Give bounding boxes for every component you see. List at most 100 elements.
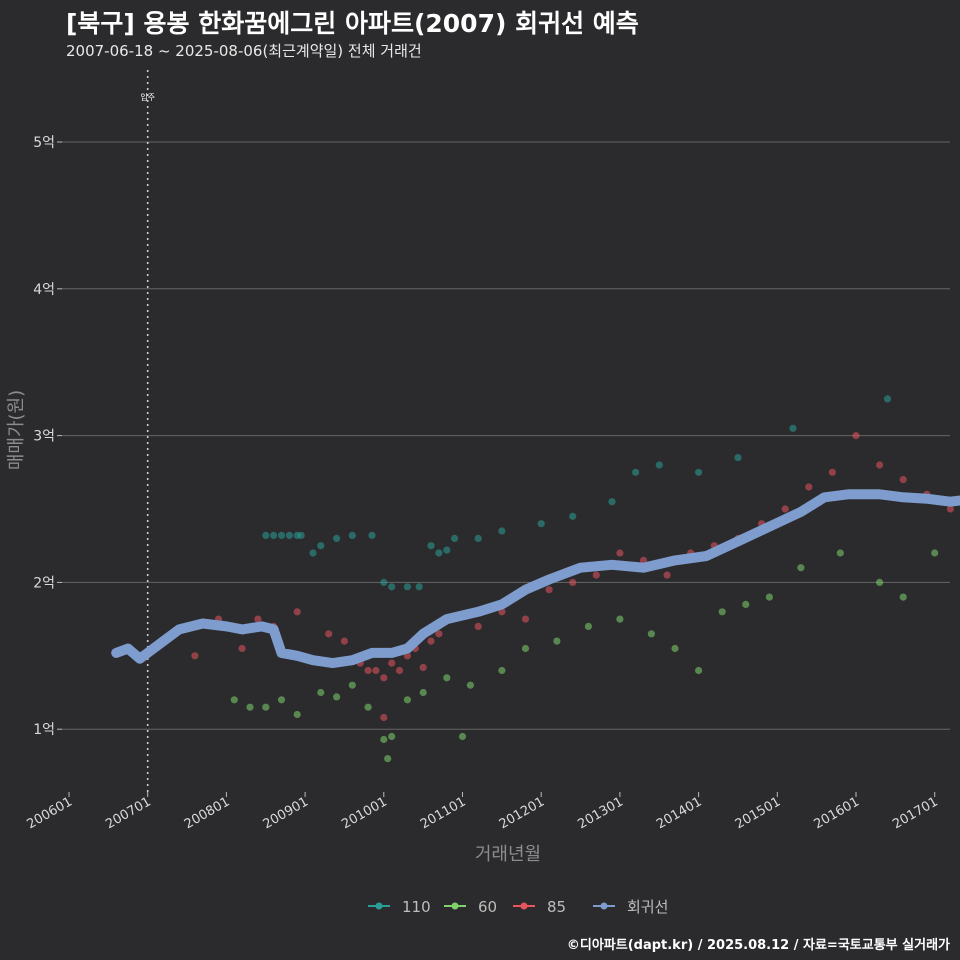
point-110 bbox=[608, 498, 616, 506]
point-110 bbox=[262, 531, 270, 540]
point-110 bbox=[270, 531, 278, 540]
point-85 bbox=[569, 578, 577, 587]
regression-path bbox=[111, 489, 960, 669]
x-tick-label: 201001 bbox=[339, 794, 389, 832]
point-60 bbox=[348, 681, 356, 689]
point-110 bbox=[883, 395, 892, 403]
x-tick-label: 200901 bbox=[261, 794, 311, 832]
source-caption: ©디아파트(dapt.kr) / 2025.08.12 / 자료=국토교통부 실… bbox=[566, 938, 950, 953]
point-110 bbox=[734, 454, 742, 462]
point-60 bbox=[931, 549, 939, 557]
point-60 bbox=[388, 732, 396, 741]
chart-title: [북구] 용봉 한화꿈에그린 아파트(2007) 회귀선 예측 bbox=[66, 9, 639, 38]
point-85 bbox=[395, 666, 404, 675]
point-85 bbox=[852, 432, 860, 440]
x-tick-label: 200601 bbox=[25, 794, 75, 832]
point-60 bbox=[498, 666, 506, 675]
point-60 bbox=[876, 578, 884, 587]
point-110 bbox=[285, 531, 293, 540]
x-tick-label: 201401 bbox=[654, 794, 704, 832]
point-60 bbox=[899, 593, 907, 601]
point-110 bbox=[380, 578, 388, 587]
point-60 bbox=[521, 644, 530, 653]
point-85 bbox=[521, 615, 530, 623]
point-110 bbox=[403, 583, 411, 591]
point-85 bbox=[427, 637, 435, 645]
gridlines bbox=[62, 141, 950, 730]
point-85 bbox=[380, 674, 388, 682]
point-85 bbox=[899, 476, 907, 484]
point-60 bbox=[695, 666, 703, 675]
point-85 bbox=[828, 468, 837, 476]
point-85 bbox=[876, 461, 884, 469]
point-110 bbox=[537, 520, 545, 528]
y-tick-label: 2억 bbox=[33, 575, 55, 591]
point-110 bbox=[297, 531, 305, 540]
point-110 bbox=[427, 542, 435, 550]
point-110 bbox=[632, 468, 640, 476]
point-60 bbox=[419, 688, 427, 697]
point-85 bbox=[254, 615, 262, 623]
legend-dot-110 bbox=[375, 902, 383, 910]
point-85 bbox=[592, 571, 600, 579]
point-110 bbox=[317, 542, 325, 550]
point-110 bbox=[333, 534, 341, 543]
point-85 bbox=[364, 666, 372, 675]
point-85 bbox=[388, 659, 396, 667]
y-tick-label: 1억 bbox=[33, 722, 55, 738]
point-85 bbox=[435, 630, 443, 638]
point-60 bbox=[836, 549, 844, 557]
x-tick-label: 201101 bbox=[418, 794, 468, 832]
chart-subtitle: 2007-06-18 ~ 2025-08-06(최근계약일) 전체 거래건 bbox=[66, 42, 422, 60]
point-110 bbox=[655, 461, 663, 469]
x-tick-label: 200801 bbox=[182, 794, 232, 832]
move-in-label: 입주 bbox=[140, 93, 155, 102]
point-85 bbox=[238, 644, 246, 653]
point-60 bbox=[616, 615, 624, 623]
legend-label: 회귀선 bbox=[627, 898, 668, 916]
x-tick-label: 201501 bbox=[733, 794, 783, 832]
y-axis-ticks: 1억 2억 3억 4억 5억 bbox=[33, 135, 62, 738]
point-60 bbox=[262, 703, 270, 711]
point-110 bbox=[388, 583, 396, 591]
point-110 bbox=[415, 583, 423, 591]
x-axis-ticks: 200601 200701 200801 200901 201001 201101 2012… bbox=[25, 792, 941, 832]
point-85 bbox=[293, 608, 301, 616]
point-110 bbox=[309, 549, 317, 557]
point-60 bbox=[718, 608, 726, 616]
x-tick-label: 200701 bbox=[103, 794, 153, 832]
regression-line bbox=[111, 489, 960, 669]
point-85 bbox=[325, 630, 333, 638]
point-60 bbox=[742, 600, 750, 609]
point-85 bbox=[340, 637, 348, 645]
point-60 bbox=[647, 630, 656, 638]
legend-dot-85 bbox=[520, 902, 528, 910]
event-marker: 입주 bbox=[140, 70, 155, 792]
legend-dot-회귀선 bbox=[600, 902, 608, 910]
y-axis-title: 매매가(원) bbox=[6, 390, 27, 470]
point-60 bbox=[466, 681, 474, 689]
y-tick-label: 3억 bbox=[33, 429, 55, 445]
legend-label: 60 bbox=[478, 898, 497, 916]
point-60 bbox=[230, 696, 238, 704]
point-60 bbox=[443, 674, 451, 682]
legend-label: 110 bbox=[402, 898, 431, 916]
point-60 bbox=[584, 622, 593, 631]
point-110 bbox=[435, 549, 443, 557]
point-60 bbox=[553, 637, 561, 645]
point-60 bbox=[317, 688, 325, 697]
point-85 bbox=[474, 622, 482, 631]
point-110 bbox=[498, 527, 506, 535]
point-60 bbox=[765, 593, 774, 601]
point-110 bbox=[443, 546, 451, 554]
point-110 bbox=[789, 424, 797, 432]
point-110 bbox=[569, 512, 577, 520]
point-60 bbox=[797, 564, 805, 572]
point-85 bbox=[380, 713, 388, 722]
point-85 bbox=[805, 483, 813, 491]
x-tick-label: 201301 bbox=[575, 794, 625, 832]
x-tick-label: 201201 bbox=[497, 794, 547, 832]
point-60 bbox=[277, 696, 286, 704]
point-60 bbox=[333, 693, 341, 701]
